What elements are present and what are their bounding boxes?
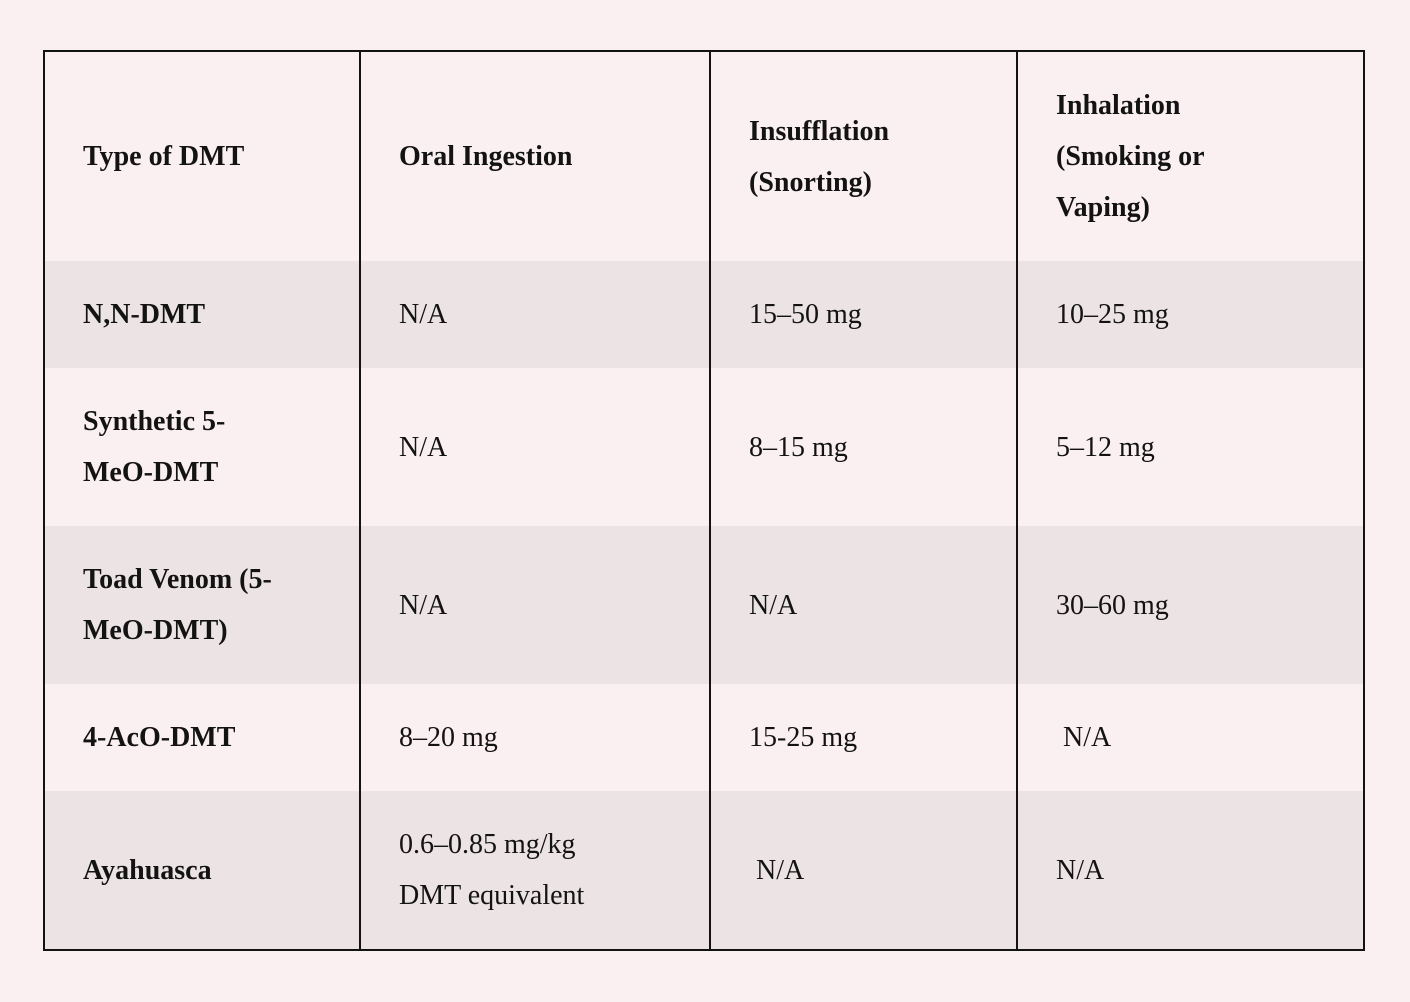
row-label-toad-venom: Toad Venom (5- MeO-DMT) <box>83 564 272 646</box>
table-row-4-aco-dmt: 4-AcO-DMT 8–20 mg 15-25 mg N/A <box>44 684 1364 791</box>
cell-synthetic-insufflation: 8–15 mg <box>709 368 1017 526</box>
dmt-dosage-table: Type of DMT Oral Ingestion Insufflation … <box>43 50 1365 951</box>
cell-ayahuasca-inhalation: N/A <box>1016 791 1364 950</box>
cell-synthetic-oral: N/A <box>359 368 710 526</box>
column-header-type-of-dmt: Type of DMT <box>83 141 245 172</box>
cell-nn-dmt-inhalation: 10–25 mg <box>1016 261 1364 368</box>
cell-ayahuasca-insufflation: N/A <box>709 791 1017 950</box>
cell-nn-dmt-insufflation: 15–50 mg <box>709 261 1017 368</box>
cell-ayahuasca-oral: 0.6–0.85 mg/kg DMT equivalent <box>359 791 710 950</box>
cell-toad-venom-insufflation: N/A <box>709 526 1017 684</box>
header-row: Type of DMT Oral Ingestion Insufflation … <box>44 51 1364 261</box>
row-label-ayahuasca: Ayahuasca <box>83 854 212 886</box>
cell-toad-venom-inhalation: 30–60 mg <box>1016 526 1364 684</box>
column-header-oral-ingestion: Oral Ingestion <box>359 51 710 261</box>
cell-synthetic-inhalation: 5–12 mg <box>1016 368 1364 526</box>
cell-4-aco-oral: 8–20 mg <box>359 684 710 791</box>
row-label-nn-dmt: N,N-DMT <box>83 299 206 330</box>
row-label-synthetic-5-meo-dmt: Synthetic 5- MeO-DMT <box>83 406 226 488</box>
cell-toad-venom-oral: N/A <box>359 526 710 684</box>
row-label-4-aco-dmt: 4-AcO-DMT <box>83 722 236 753</box>
column-header-inhalation: Inhalation (Smoking or Vaping) <box>1016 51 1364 261</box>
table-row-toad-venom: Toad Venom (5- MeO-DMT) N/A N/A 30–60 mg <box>44 526 1364 684</box>
table-row-ayahuasca: Ayahuasca 0.6–0.85 mg/kg DMT equivalent … <box>44 791 1364 950</box>
cell-nn-dmt-oral: N/A <box>359 261 710 368</box>
table-row-synthetic-5-meo-dmt: Synthetic 5- MeO-DMT N/A 8–15 mg 5–12 mg <box>44 368 1364 526</box>
table-row-nn-dmt: N,N-DMT N/A 15–50 mg 10–25 mg <box>44 261 1364 368</box>
column-header-insufflation: Insufflation (Snorting) <box>709 51 1017 261</box>
cell-4-aco-insufflation: 15-25 mg <box>709 684 1017 791</box>
cell-4-aco-inhalation: N/A <box>1016 684 1364 791</box>
